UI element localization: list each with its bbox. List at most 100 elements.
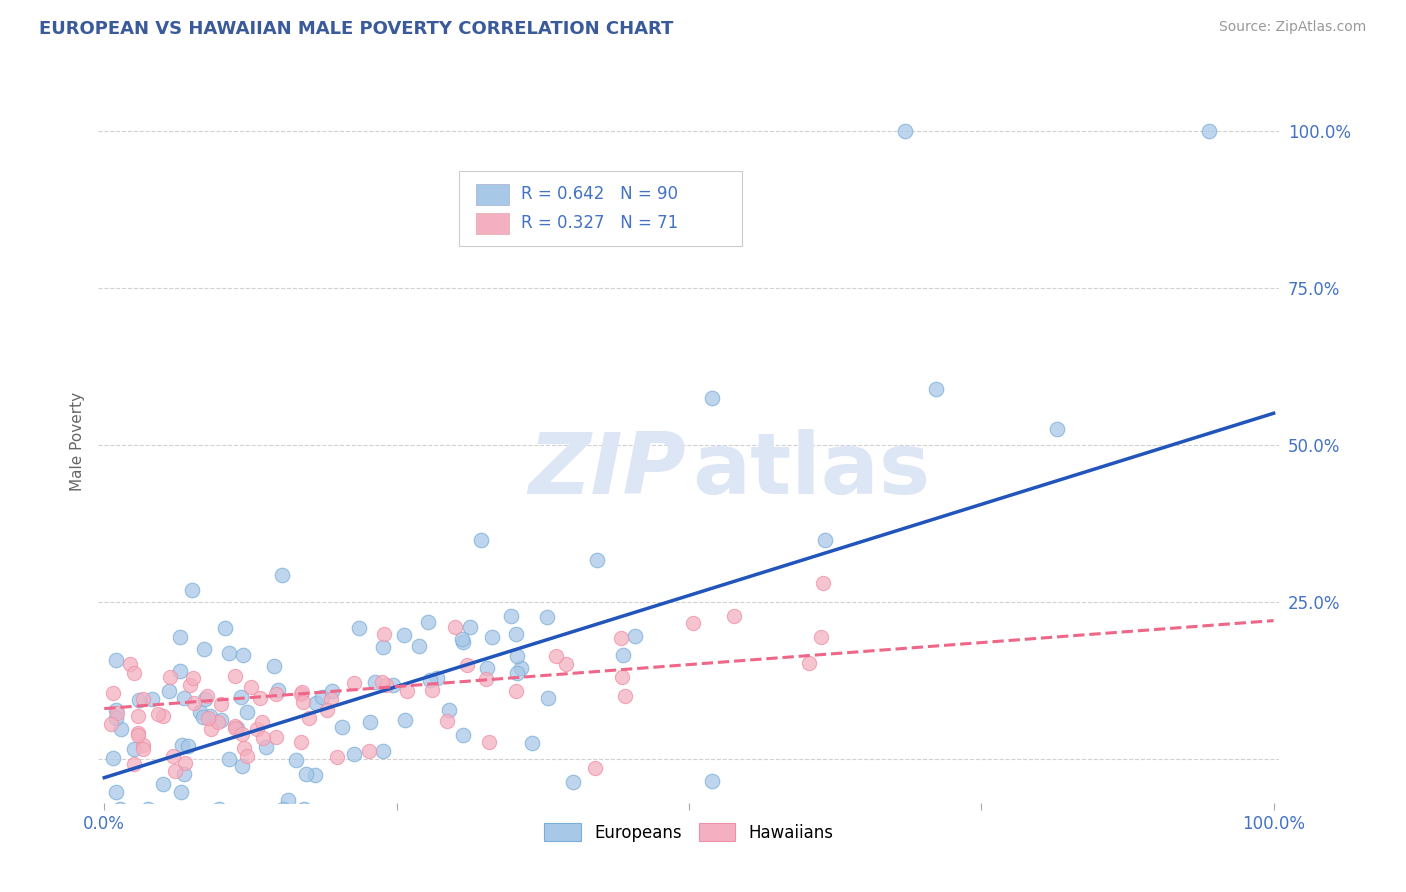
Point: [169, 664, 191, 678]
Point: [444, 620, 467, 634]
Point: [170, 784, 193, 798]
Point: [157, 683, 180, 698]
Point: [101, 751, 124, 765]
Point: [250, 714, 273, 729]
Point: [291, 685, 314, 699]
Point: [218, 647, 240, 661]
Point: [132, 742, 155, 756]
Point: [120, 657, 142, 671]
Point: [501, 609, 523, 624]
Point: [271, 802, 294, 816]
Point: [146, 706, 169, 721]
Point: [181, 582, 204, 597]
Point: [236, 748, 259, 763]
Point: [188, 705, 211, 719]
Point: [298, 711, 321, 725]
Point: [193, 642, 215, 657]
Point: [614, 690, 637, 704]
Point: [436, 714, 458, 728]
Point: [174, 756, 197, 771]
Point: [136, 802, 159, 816]
Point: [132, 691, 155, 706]
Point: [195, 690, 218, 704]
Point: [277, 793, 299, 807]
Point: [127, 708, 149, 723]
Point: [141, 692, 163, 706]
Point: [232, 741, 254, 756]
Point: [375, 678, 398, 692]
FancyBboxPatch shape: [458, 170, 742, 246]
Point: [246, 722, 269, 736]
Point: [252, 731, 274, 746]
Point: [612, 648, 634, 663]
Point: [506, 648, 529, 663]
Point: [200, 723, 222, 737]
Point: [266, 682, 288, 697]
Point: [325, 749, 347, 764]
Point: [623, 630, 645, 644]
Point: [347, 621, 370, 635]
Text: Source: ZipAtlas.com: Source: ZipAtlas.com: [1219, 20, 1367, 34]
Point: [231, 727, 253, 741]
Point: [163, 764, 186, 779]
Point: [284, 753, 307, 767]
Point: [702, 773, 724, 788]
Point: [583, 761, 606, 775]
Point: [159, 670, 181, 684]
Point: [270, 568, 292, 582]
Point: [264, 730, 287, 744]
Point: [610, 632, 633, 646]
Point: [395, 684, 418, 698]
Y-axis label: Male Poverty: Male Poverty: [70, 392, 86, 491]
Point: [426, 671, 449, 685]
Text: EUROPEAN VS HAWAIIAN MALE POVERTY CORRELATION CHART: EUROPEAN VS HAWAIIAN MALE POVERTY CORREL…: [39, 20, 673, 37]
Point: [343, 747, 366, 761]
Point: [211, 713, 233, 727]
Point: [209, 698, 232, 712]
Point: [240, 680, 263, 694]
Legend: Europeans, Hawaiians: Europeans, Hawaiians: [537, 817, 841, 848]
Point: [562, 775, 585, 789]
Point: [702, 391, 724, 405]
Point: [124, 666, 146, 681]
Point: [170, 739, 193, 753]
Point: [229, 690, 252, 705]
Point: [610, 670, 633, 684]
Point: [585, 553, 607, 567]
Point: [419, 673, 441, 688]
Point: [470, 533, 492, 547]
Point: [343, 675, 366, 690]
Point: [505, 684, 527, 698]
Point: [100, 716, 122, 731]
Point: [373, 640, 395, 654]
Point: [506, 665, 529, 680]
Point: [218, 752, 240, 766]
Point: [520, 736, 543, 750]
Point: [321, 691, 343, 706]
Point: [305, 696, 328, 710]
Point: [1198, 123, 1220, 137]
Point: [183, 696, 205, 710]
Point: [179, 678, 201, 692]
Point: [925, 382, 948, 396]
Point: [475, 661, 498, 675]
Point: [392, 628, 415, 642]
Point: [232, 648, 254, 663]
Point: [224, 719, 246, 733]
Point: [104, 703, 127, 717]
Point: [177, 739, 200, 753]
Point: [451, 729, 474, 743]
Point: [381, 678, 404, 692]
Point: [456, 657, 478, 672]
Point: [364, 674, 387, 689]
Point: [439, 703, 461, 717]
Point: [420, 683, 443, 698]
Point: [152, 777, 174, 791]
Point: [290, 687, 312, 701]
Point: [152, 708, 174, 723]
Point: [105, 711, 128, 725]
Point: [505, 626, 527, 640]
Point: [537, 690, 560, 705]
Point: [224, 721, 246, 735]
Point: [292, 802, 315, 816]
